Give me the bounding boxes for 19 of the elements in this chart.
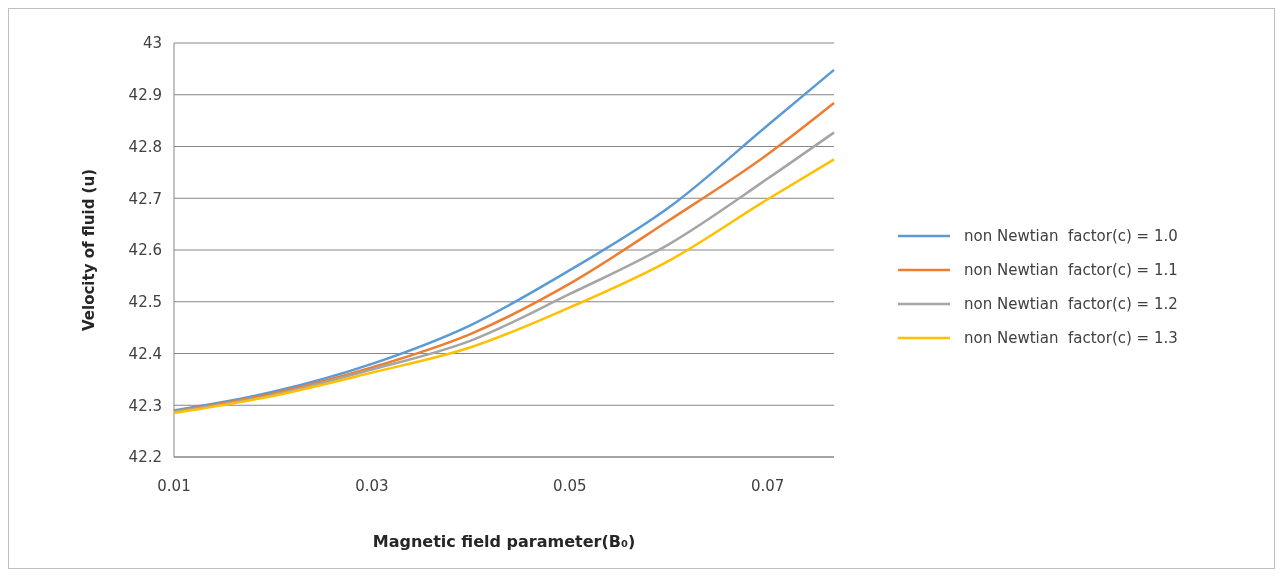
y-tick-label: 42.6 — [128, 241, 162, 260]
y-tick-label: 42.3 — [128, 396, 162, 415]
y-axis-title: Velocity of fluid (u) — [80, 169, 98, 331]
y-tick-label: 42.4 — [128, 344, 162, 363]
x-axis-title: Magnetic field parameter(B₀) — [372, 532, 636, 551]
legend-label: non Newtian factor(c) = 1.3 — [964, 329, 1178, 348]
legend-label: non Newtian factor(c) = 1.2 — [964, 295, 1178, 314]
x-tick-label: 0.01 — [157, 477, 191, 495]
y-tick-label: 42.9 — [128, 86, 162, 104]
legend-label: non Newtian factor(c) = 1.1 — [964, 261, 1178, 280]
legend-label: non Newtian factor(c) = 1.0 — [964, 227, 1178, 246]
y-tick-label: 42.8 — [128, 137, 162, 156]
x-tick-label: 0.03 — [355, 477, 389, 495]
x-tick-label: 0.05 — [553, 477, 587, 495]
y-tick-label: 42.7 — [128, 189, 162, 208]
y-tick-label: 42.5 — [128, 293, 162, 311]
y-tick-label: 43 — [142, 34, 162, 53]
y-tick-label: 42.2 — [128, 448, 162, 467]
x-tick-label: 0.07 — [751, 477, 785, 495]
